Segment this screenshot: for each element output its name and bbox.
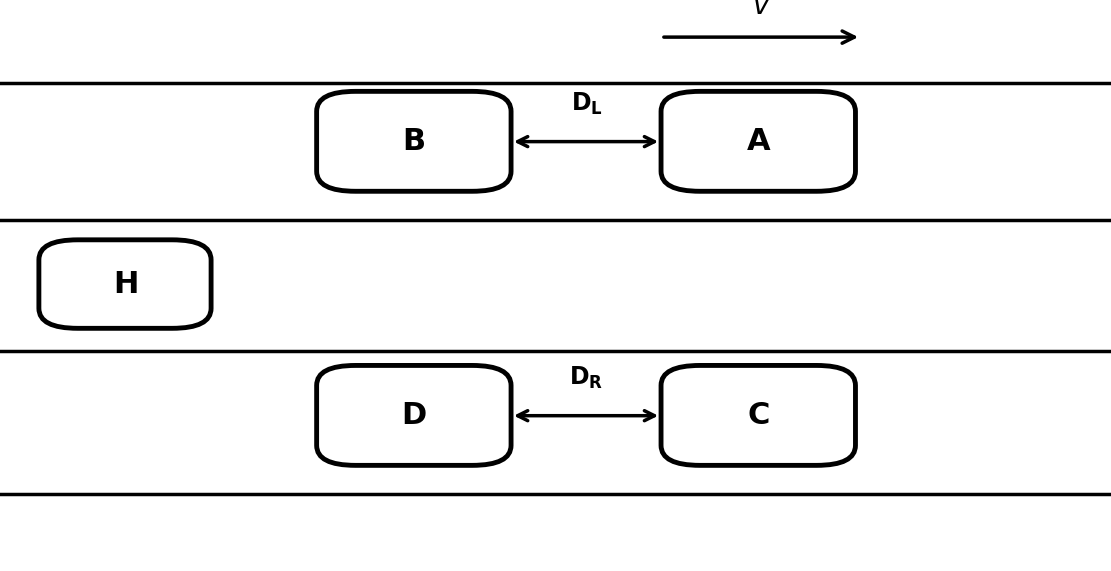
FancyBboxPatch shape xyxy=(661,91,855,191)
Text: $\mathit{\mathbf{D}}$: $\mathit{\mathbf{D}}$ xyxy=(401,401,427,430)
Text: $\mathit{\mathbf{D}}_{\mathit{\mathbf{R}}}$: $\mathit{\mathbf{D}}_{\mathit{\mathbf{R}… xyxy=(570,365,603,391)
FancyBboxPatch shape xyxy=(317,91,511,191)
FancyBboxPatch shape xyxy=(317,365,511,465)
Text: $\mathit{\mathbf{H}}$: $\mathit{\mathbf{H}}$ xyxy=(112,270,138,299)
FancyBboxPatch shape xyxy=(39,240,211,328)
FancyBboxPatch shape xyxy=(661,365,855,465)
Text: $\boldsymbol{\mathit{v}}$: $\boldsymbol{\mathit{v}}$ xyxy=(752,0,770,20)
Text: $\mathit{\mathbf{B}}$: $\mathit{\mathbf{B}}$ xyxy=(402,127,426,156)
Text: $\mathit{\mathbf{D}}_{\mathit{\mathbf{L}}}$: $\mathit{\mathbf{D}}_{\mathit{\mathbf{L}… xyxy=(571,91,602,117)
Text: $\mathit{\mathbf{C}}$: $\mathit{\mathbf{C}}$ xyxy=(747,401,770,430)
Text: $\mathit{\mathbf{A}}$: $\mathit{\mathbf{A}}$ xyxy=(745,127,771,156)
